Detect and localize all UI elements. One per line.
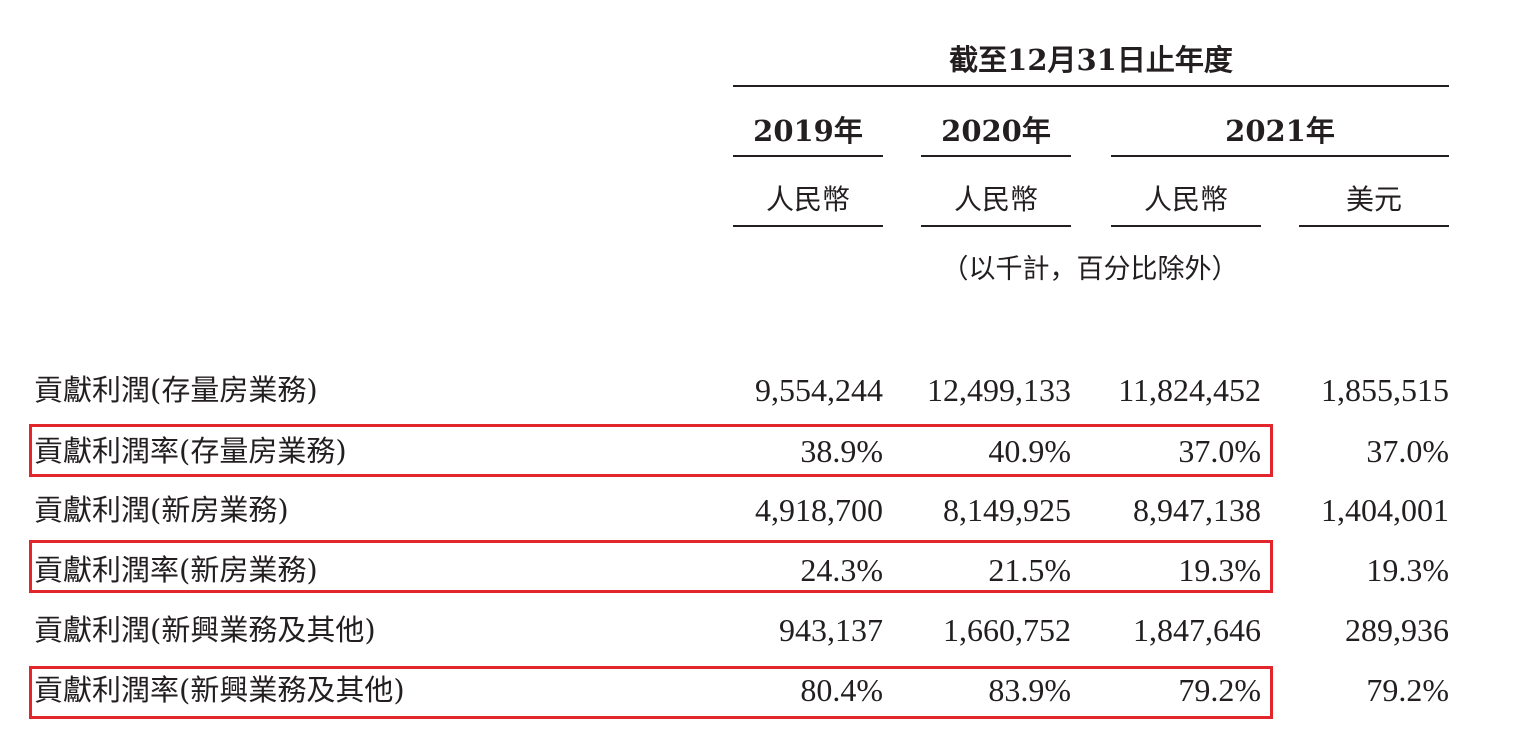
- row-label-existing-home-margin: 貢獻利潤率(存量房業務): [34, 434, 347, 468]
- row-value-existing-home-margin-2021-rmb: 37.0%: [1178, 433, 1261, 469]
- unit-note: （以千計，百分比除外）: [941, 254, 1239, 285]
- highlight-box-emerging-margin: [29, 666, 1273, 719]
- row-label-new-home-margin: 貢獻利潤率(新房業務): [34, 553, 318, 587]
- row-value-new-home-margin-2021-rmb: 19.3%: [1178, 552, 1261, 588]
- row-value-new-home-margin-2020: 21.5%: [988, 552, 1071, 588]
- row-label-new-home-profit: 貢獻利潤(新房業務): [34, 493, 289, 527]
- highlight-box-existing-home-margin: [29, 424, 1273, 477]
- row-label-emerging-margin: 貢獻利潤率(新興業務及其他): [34, 673, 405, 707]
- row-value-new-home-profit-2021-rmb: 8,947,138: [1133, 492, 1261, 528]
- currency-rmb-2019: 人民幣: [765, 183, 850, 216]
- row-value-emerging-profit-2019: 943,137: [779, 612, 883, 648]
- year-2019-header: 2019年: [753, 114, 863, 148]
- row-value-existing-home-profit-2020: 12,499,133: [927, 372, 1071, 408]
- year-2021-header: 2021年: [1225, 114, 1335, 148]
- year-2020-rule: [921, 155, 1071, 157]
- row-value-new-home-profit-2020: 8,149,925: [943, 492, 1071, 528]
- row-value-existing-home-margin-2021-usd: 37.0%: [1366, 433, 1449, 469]
- year-2021-rule: [1111, 155, 1449, 157]
- row-value-emerging-margin-2020: 83.9%: [988, 672, 1071, 708]
- row-value-existing-home-margin-2020: 40.9%: [988, 433, 1071, 469]
- row-label-emerging-profit: 貢獻利潤(新興業務及其他): [34, 613, 376, 647]
- row-value-emerging-margin-2021-rmb: 79.2%: [1178, 672, 1261, 708]
- currency-usd-2021: 美元: [1345, 183, 1402, 216]
- row-value-existing-home-profit-2019: 9,554,244: [755, 372, 883, 408]
- row-value-emerging-profit-2021-rmb: 1,847,646: [1133, 612, 1261, 648]
- currency-rule-3: [1111, 225, 1261, 227]
- row-value-new-home-profit-2021-usd: 1,404,001: [1321, 492, 1449, 528]
- currency-rule-1: [733, 225, 883, 227]
- row-value-new-home-margin-2021-usd: 19.3%: [1366, 552, 1449, 588]
- row-label-existing-home-profit: 貢獻利潤(存量房業務): [34, 373, 318, 407]
- currency-rmb-2021: 人民幣: [1143, 183, 1228, 216]
- row-value-emerging-profit-2021-usd: 289,936: [1345, 612, 1449, 648]
- period-header: 截至12月31日止年度: [949, 43, 1233, 77]
- row-value-emerging-margin-2019: 80.4%: [800, 672, 883, 708]
- row-value-existing-home-profit-2021-usd: 1,855,515: [1321, 372, 1449, 408]
- currency-rmb-2020: 人民幣: [953, 183, 1038, 216]
- row-value-existing-home-profit-2021-rmb: 11,824,452: [1118, 372, 1261, 408]
- row-value-emerging-profit-2020: 1,660,752: [943, 612, 1071, 648]
- row-value-emerging-margin-2021-usd: 79.2%: [1366, 672, 1449, 708]
- highlight-box-new-home-margin: [29, 540, 1273, 593]
- row-value-new-home-margin-2019: 24.3%: [800, 552, 883, 588]
- currency-rule-2: [921, 225, 1071, 227]
- year-2019-rule: [733, 155, 883, 157]
- period-rule: [733, 85, 1449, 87]
- row-value-existing-home-margin-2019: 38.9%: [800, 433, 883, 469]
- currency-rule-4: [1299, 225, 1449, 227]
- year-2020-header: 2020年: [941, 114, 1051, 148]
- row-value-new-home-profit-2019: 4,918,700: [755, 492, 883, 528]
